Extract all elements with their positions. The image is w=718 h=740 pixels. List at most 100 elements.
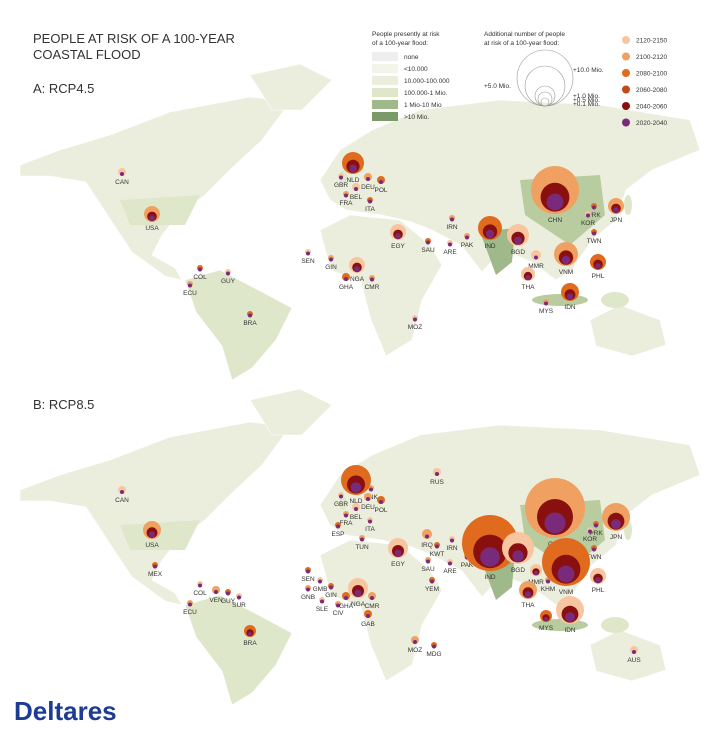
country-label: EGY [391, 243, 405, 250]
country-label: GBR [334, 182, 348, 189]
country-label: ARE [443, 568, 457, 575]
legend-label: +10.0 Mio. [573, 67, 604, 74]
flood-bubble [613, 207, 619, 213]
country-label: TWN [587, 554, 602, 561]
country-label: CAN [115, 179, 129, 186]
legend-label: 2120-2150 [636, 38, 667, 45]
country-label: SEN [301, 576, 315, 583]
country-label: BRA [243, 640, 257, 647]
flood-bubble [595, 263, 601, 269]
country-label: PHL [592, 587, 605, 594]
legend-label: <10.000 [404, 66, 428, 73]
flood-bubble [480, 547, 500, 567]
flood-bubble [514, 236, 522, 245]
legend-title: Additional number of people [484, 31, 565, 38]
flood-bubble [448, 242, 452, 247]
flood-bubble [565, 612, 575, 622]
legend-dot [622, 118, 630, 127]
flood-bubble [543, 616, 549, 622]
legend-label: 2040-2060 [636, 104, 667, 111]
flood-bubble [198, 583, 202, 588]
flood-bubble [360, 537, 364, 542]
flood-bubble [544, 301, 548, 306]
logo: Deltares [14, 696, 117, 726]
flood-bubble [379, 500, 383, 504]
country-label: MMR [528, 579, 544, 586]
flood-bubble [366, 497, 370, 501]
legend-label: 1 Mio-10 Mio [404, 102, 442, 109]
legend-swatch [372, 112, 398, 121]
flood-bubble [395, 233, 401, 239]
title: PEOPLE AT RISK OF A 100-YEAR [33, 31, 235, 46]
country-label: GUY [221, 598, 236, 605]
country-label: COL [193, 590, 207, 597]
country-label: VNM [559, 269, 573, 276]
legend-label: +5.0 Mio. [484, 83, 511, 90]
flood-bubble [485, 229, 495, 239]
flood-bubble [120, 490, 124, 494]
country-label: KOR [583, 536, 597, 543]
flood-bubble [306, 251, 310, 256]
country-label: BEL [350, 194, 363, 201]
legend-circle [516, 49, 574, 107]
country-label: PAK [461, 242, 474, 249]
country-label: AUS [627, 657, 641, 664]
country-label: GAB [361, 621, 375, 628]
country-label: DEU [361, 504, 375, 511]
flood-bubble [425, 534, 429, 539]
country-label: CAN [115, 497, 129, 504]
country-label: POL [374, 187, 387, 194]
country-label: BRA [243, 320, 257, 327]
flood-bubble [306, 587, 310, 592]
country-label: IRN [446, 224, 458, 231]
flood-bubble [237, 595, 241, 600]
flood-bubble [354, 589, 362, 597]
flood-bubble [632, 650, 636, 654]
flood-bubble [214, 590, 218, 594]
country-label: MYS [539, 308, 554, 315]
flood-bubble [546, 579, 550, 584]
flood-bubble [592, 231, 596, 236]
legend-label: >10 Mio. [404, 114, 429, 121]
flood-bubble [188, 602, 192, 607]
country-label: PRK [589, 530, 603, 537]
flood-bubble [368, 199, 372, 204]
flood-bubble [586, 213, 590, 218]
flood-bubble [339, 175, 343, 180]
country-label: VNM [559, 589, 573, 596]
flood-bubble [344, 513, 348, 518]
flood-bubble [512, 550, 524, 562]
legend-dot [622, 52, 630, 61]
country-label: FRA [340, 200, 354, 207]
country-label: IRN [446, 545, 458, 552]
country-label: IND [484, 574, 496, 581]
flood-bubble [422, 529, 432, 539]
flood-bubble [339, 494, 343, 499]
flood-bubble [430, 579, 434, 584]
country-label: ARE [443, 249, 457, 256]
country-label: ESP [331, 531, 344, 538]
flood-bubble [226, 271, 230, 276]
country-label: EGY [391, 561, 405, 568]
country-label: GHA [339, 284, 354, 291]
country-label: ITA [365, 526, 375, 533]
legend-swatch [372, 52, 398, 61]
legend-label: 2020-2040 [636, 120, 667, 127]
flood-bubble [592, 205, 596, 210]
legend-label: 2060-2080 [636, 87, 667, 94]
flood-bubble [531, 250, 541, 260]
country-label: USA [145, 225, 159, 232]
flood-bubble [432, 644, 436, 649]
country-label: JPN [610, 534, 623, 541]
flood-bubble [306, 569, 310, 574]
country-label: NGA [351, 601, 366, 608]
country-label: KOR [581, 220, 595, 227]
country-label: IRQ [421, 542, 433, 549]
legend-swatch [372, 76, 398, 85]
legend-label: 10.000-100.000 [404, 78, 450, 85]
flood-bubble [344, 277, 348, 281]
country-label: POL [374, 507, 387, 514]
flood-bubble [435, 544, 439, 549]
country-label: GNB [301, 594, 315, 601]
legend-label: +1.0 Mio. [573, 93, 600, 100]
